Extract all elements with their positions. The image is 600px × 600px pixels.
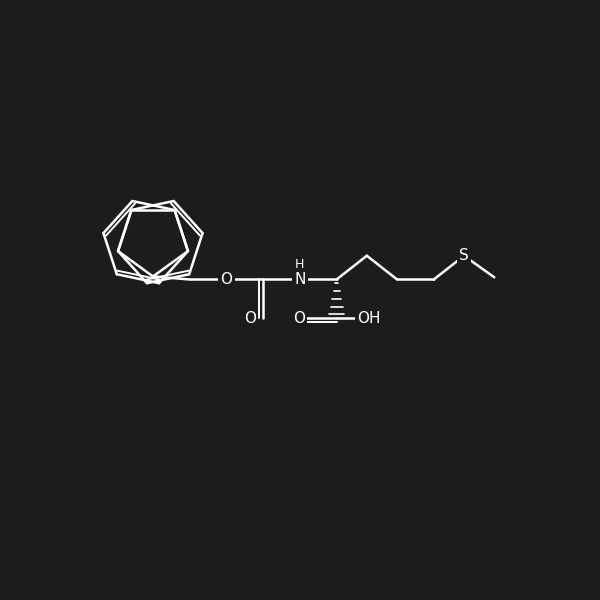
Text: N: N — [294, 272, 305, 287]
Text: O: O — [293, 311, 305, 326]
Text: O: O — [244, 311, 256, 326]
Text: H: H — [295, 258, 305, 271]
Text: OH: OH — [357, 311, 381, 326]
Text: O: O — [220, 272, 232, 287]
Text: S: S — [459, 248, 469, 263]
